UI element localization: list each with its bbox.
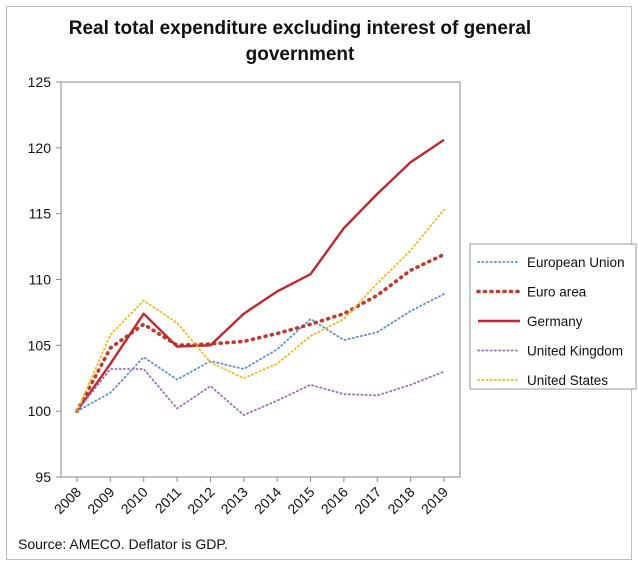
series-line-united-kingdom [76, 368, 445, 417]
plot-area [60, 81, 461, 478]
y-tick-label: 115 [29, 206, 52, 222]
x-axis: 2008 2009 2010 2011 2012 2013 2014 2015 2016 2017… [51, 477, 451, 517]
series-lines [75, 138, 446, 417]
y-tick-label: 125 [28, 74, 52, 90]
series-line-germany [76, 138, 445, 412]
legend-label: Euro area [527, 285, 587, 300]
legend-label: Germany [527, 314, 583, 329]
x-tick-label: 2016 [318, 484, 351, 517]
legend-label: United Kingdom [527, 344, 623, 359]
source-note: Source: AMECO. Deflator is GDP. [18, 536, 228, 552]
legend: European Union Euro area Germany United Kin… [469, 243, 637, 390]
x-tick-label: 2010 [118, 484, 151, 517]
x-tick-label: 2011 [152, 484, 185, 517]
legend-label: European Union [527, 255, 625, 270]
series-line-european-union [76, 293, 445, 413]
y-tick-label: 110 [29, 272, 52, 288]
legend-label: United States [527, 373, 608, 388]
y-tick-label: 105 [28, 337, 52, 353]
x-tick-label: 2008 [51, 484, 84, 517]
y-tick-label: 95 [35, 469, 51, 485]
series-line-euro-area [75, 252, 446, 414]
chart-title: Real total expenditure excluding interes… [68, 18, 532, 65]
y-tick-label: 120 [28, 140, 52, 156]
x-tick-label: 2019 [418, 484, 451, 517]
y-tick-label: 100 [28, 403, 52, 419]
series-line-united-states [76, 208, 445, 413]
x-tick-label: 2014 [251, 484, 284, 517]
x-tick-label: 2018 [384, 484, 417, 517]
x-tick-label: 2015 [284, 484, 317, 517]
x-tick-label: 2012 [184, 484, 217, 517]
x-tick-label: 2009 [84, 484, 117, 517]
x-tick-label: 2013 [218, 484, 251, 517]
x-tick-label: 2017 [351, 484, 384, 517]
legend-box [469, 243, 637, 390]
y-axis: 95 100 105 110 115 120 125 [28, 74, 61, 485]
